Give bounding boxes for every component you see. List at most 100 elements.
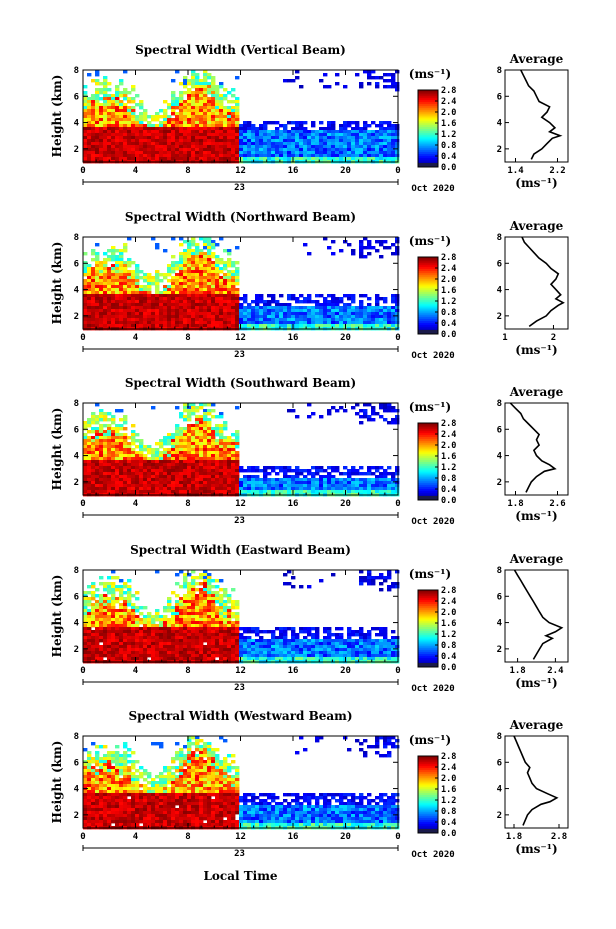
colorbar-tick-label: 0.8 [441,308,456,318]
colorbar-tick-label: 0.0 [441,330,456,340]
colorbar: (ms⁻¹) 2.82.42.01.61.20.80.40.0 [409,733,457,839]
x-tick-label: 16 [288,832,299,842]
x-tick-label: 20 [340,666,351,676]
x-tick-label: 8 [185,166,190,176]
x-tick-label: 0 [395,166,400,176]
panel-title: Spectral Width (Vertical Beam) [135,43,346,57]
average-x-tick-label: 1.8 [509,666,525,676]
average-profile-line [509,402,557,493]
average-x-label: (ms⁻¹) [515,176,557,190]
heatmap-cells [83,237,400,331]
y-tick-label: 2 [74,811,79,821]
y-tick-label: 4 [74,119,80,129]
average-profile-line [521,236,565,328]
average-title: Average [509,552,564,566]
y-tick-label: 2 [74,145,79,155]
average-y-tick-label: 2 [497,478,502,488]
average-y-tick-label: 2 [497,645,502,655]
colorbar-tick-label: 2.4 [441,763,456,773]
y-tick-label: 8 [74,566,79,576]
y-axis-label: Height (km) [50,75,64,158]
day-label: 23 [234,849,245,859]
day-label: 23 [234,350,245,360]
colorbar: (ms⁻¹) 2.82.42.01.61.20.80.40.0 [409,67,457,173]
y-tick-label: 4 [74,452,80,462]
colorbar: (ms⁻¹) 2.82.42.01.61.20.80.40.0 [409,400,457,506]
colorbar-tick-label: 2.8 [441,419,456,429]
colorbar-unit: (ms⁻¹) [409,733,451,747]
average-y-tick-label: 2 [497,312,502,322]
colorbar-tick-label: 1.2 [441,130,456,140]
y-axis-label: Height (km) [50,242,64,325]
colorbar-tick-label: 0.0 [441,163,456,173]
colorbar-tick-label: 2.0 [441,608,456,618]
y-axis-label: Height (km) [50,408,64,491]
colorbar-unit: (ms⁻¹) [409,567,451,581]
panel-2: Spectral Width (Northward Beam) Height (k… [50,210,569,361]
average-y-tick-label: 4 [497,119,503,129]
colorbar-tick-label: 0.4 [441,652,456,662]
average-y-tick-label: 4 [497,785,503,795]
panel-4: Spectral Width (Eastward Beam) Height (km… [50,543,569,694]
colorbar-tick-label: 2.0 [441,108,456,118]
x-tick-label: 0 [80,166,85,176]
colorbar-tick-label: 2.4 [441,430,456,440]
colorbar-tick-label: 0.8 [441,474,456,484]
y-tick-label: 8 [74,66,79,76]
average-profile-line [513,735,559,826]
colorbar-unit: (ms⁻¹) [409,234,451,248]
y-tick-label: 8 [74,732,79,742]
average-x-label: (ms⁻¹) [515,676,557,690]
average-x-tick-label: 1 [502,333,507,343]
average-profile-line [513,569,564,660]
day-label: 23 [234,516,245,526]
average-y-tick-label: 2 [497,145,502,155]
heatmap-cells [83,570,400,664]
x-tick-label: 8 [185,499,190,509]
month-label: Oct 2020 [411,184,454,194]
average-y-tick-label: 4 [497,286,503,296]
average-y-tick-label: 6 [497,259,502,269]
day-label: 23 [234,183,245,193]
colorbar-tick-label: 1.2 [441,630,456,640]
panel-3: Spectral Width (Southward Beam) Height (k… [50,376,569,527]
average-y-tick-label: 8 [497,66,502,76]
x-tick-label: 0 [80,333,85,343]
x-tick-label: 4 [133,333,139,343]
x-tick-label: 8 [185,832,190,842]
colorbar-tick-label: 2.8 [441,752,456,762]
average-profile-line [520,69,563,160]
average-x-label: (ms⁻¹) [515,343,557,357]
x-tick-label: 8 [185,333,190,343]
month-label: Oct 2020 [411,684,454,694]
x-tick-label: 16 [288,666,299,676]
x-tick-label: 0 [80,832,85,842]
colorbar: (ms⁻¹) 2.82.42.01.61.20.80.40.0 [409,567,457,673]
average-x-tick-label: 1.4 [507,166,524,176]
x-tick-label: 4 [133,166,139,176]
x-tick-label: 12 [235,333,246,343]
x-tick-label: 20 [340,499,351,509]
x-tick-label: 12 [235,666,246,676]
colorbar-tick-label: 2.8 [441,86,456,96]
average-title: Average [509,52,564,66]
y-axis-label: Height (km) [50,741,64,824]
y-tick-label: 4 [74,286,80,296]
heatmap-cells [83,736,400,830]
colorbar-unit: (ms⁻¹) [409,400,451,414]
colorbar-tick-label: 2.4 [441,597,456,607]
average-y-tick-label: 4 [497,619,503,629]
average-y-tick-label: 8 [497,399,502,409]
colorbar-tick-label: 0.4 [441,319,456,329]
panel-title: Spectral Width (Eastward Beam) [130,543,351,557]
panel-title: Spectral Width (Westward Beam) [128,709,352,723]
average-x-tick-label: 1.8 [506,832,522,842]
colorbar-tick-label: 0.8 [441,141,456,151]
x-tick-label: 0 [395,499,400,509]
panel-1: Spectral Width (Vertical Beam) Height (km… [50,43,569,194]
heatmap-cells [83,70,400,164]
average-y-tick-label: 8 [497,233,502,243]
average-x-label: (ms⁻¹) [515,842,557,856]
colorbar: (ms⁻¹) 2.82.42.01.61.20.80.40.0 [409,234,457,340]
